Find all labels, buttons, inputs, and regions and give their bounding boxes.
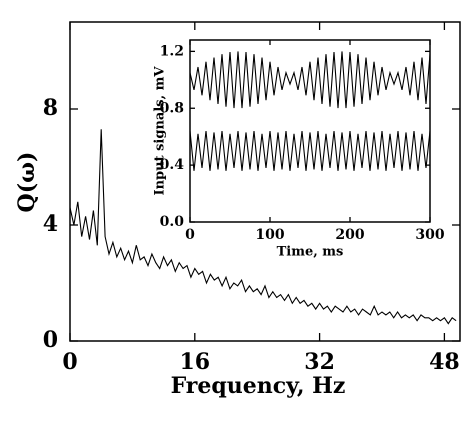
x-tick-label: 16 [179, 349, 210, 375]
y-tick-label: 8 [43, 95, 58, 121]
y-tick-label: 1.2 [160, 43, 184, 59]
y-tick-label: 0 [43, 327, 58, 353]
x-tick-label: 100 [255, 227, 284, 243]
y-tick-label: 0.0 [160, 214, 185, 230]
x-axis-label: Frequency, Hz [171, 373, 346, 399]
y-tick-label: 0.4 [160, 157, 185, 173]
data-line [189, 51, 431, 109]
y-tick-label: 4 [43, 211, 58, 237]
x-tick-label: 200 [335, 227, 364, 243]
x-axis-label: Time, ms [277, 245, 344, 260]
x-tick-label: 0 [62, 349, 77, 375]
data-line [69, 129, 457, 325]
plot-frame [189, 39, 431, 223]
data-line [189, 130, 431, 171]
x-tick-label: 0 [185, 227, 195, 243]
x-tick-label: 300 [415, 227, 444, 243]
y-axis-label: Q(ω) [14, 152, 40, 213]
y-tick-label: 0.8 [160, 100, 184, 116]
x-tick-label: 48 [429, 349, 460, 375]
y-axis-label: Input signals, mV [153, 66, 168, 196]
x-tick-label: 32 [304, 349, 335, 375]
